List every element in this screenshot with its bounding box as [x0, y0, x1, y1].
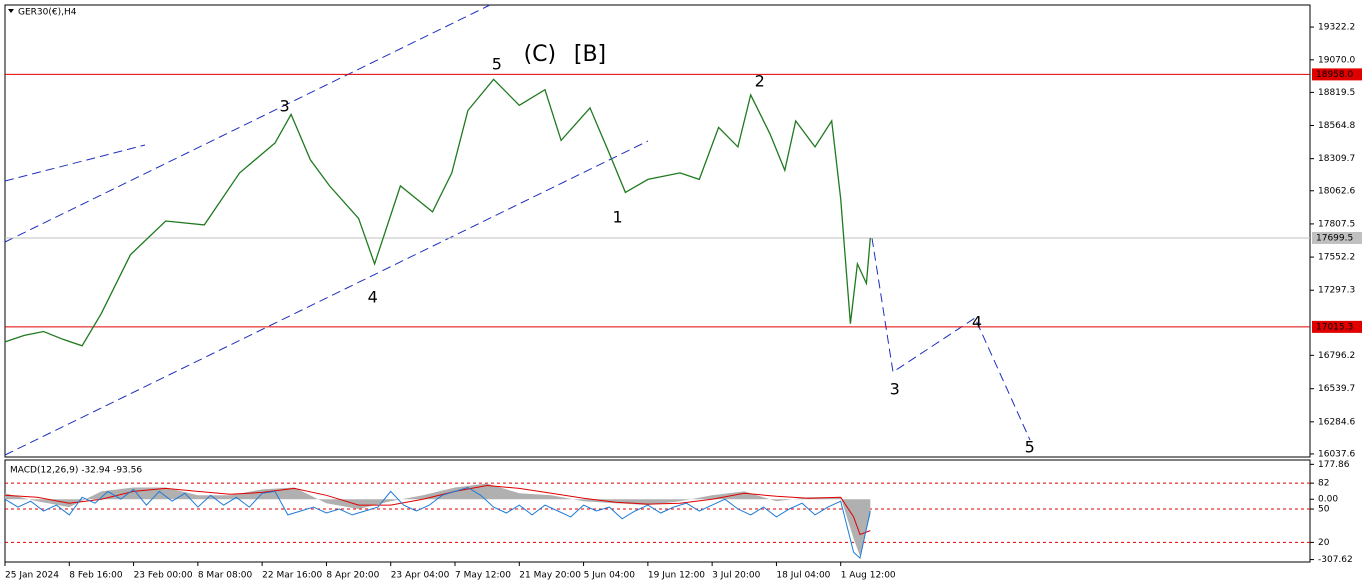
wave-label: 4 [972, 313, 982, 332]
x-tick-label: 23 Apr 04:00 [391, 571, 450, 581]
price-level-label: 18958.0 [1316, 70, 1353, 80]
x-tick-label: 19 Jun 12:00 [648, 571, 705, 581]
price-level-tag [1312, 320, 1362, 333]
x-tick-label: 8 Mar 08:00 [198, 571, 253, 581]
y-tick-label: 16037.6 [1318, 449, 1355, 459]
wave-label: 2 [755, 71, 765, 90]
wave-label: 4 [368, 288, 378, 307]
y2-tick-label: 82 [1318, 479, 1329, 489]
price-level-label: 17699.5 [1316, 233, 1353, 243]
y-tick-label: 18819.5 [1318, 88, 1355, 98]
macd-histogram [5, 483, 871, 557]
price-level-tag [1312, 231, 1362, 244]
y-tick-label: 16284.6 [1318, 417, 1355, 427]
y2-tick-label: -307.62 [1318, 555, 1353, 565]
price-level-tag [1312, 68, 1362, 81]
wave-label: 5 [492, 55, 502, 74]
x-tick-label: 8 Apr 20:00 [326, 571, 379, 581]
y2-tick-label: 0.00 [1318, 495, 1338, 505]
x-tick-label: 8 Feb 16:00 [69, 571, 123, 581]
wave-label: 1 [613, 208, 623, 227]
wave-label: 3 [280, 97, 290, 116]
wave-label: 3 [890, 379, 900, 398]
y-tick-label: 16539.7 [1318, 384, 1355, 394]
wave-label: 5 [1025, 438, 1035, 457]
macd-line [4, 486, 871, 560]
y-tick-label: 17807.5 [1318, 219, 1355, 229]
y-tick-label: 16796.2 [1318, 351, 1355, 361]
trend-lines [4, 4, 1031, 456]
indicator-panel [4, 459, 1311, 563]
x-tick-label: 21 May 20:00 [519, 571, 581, 581]
y-tick-label: 18564.8 [1318, 121, 1355, 131]
channel-line [4, 4, 491, 243]
y-tick-label: 18309.7 [1318, 154, 1355, 164]
channel-line [4, 144, 146, 182]
y2-tick-label: 20 [1318, 538, 1330, 548]
y-tick-label: 17297.3 [1318, 286, 1355, 296]
price-panel [4, 4, 1311, 458]
wave-label: [B] [574, 42, 606, 67]
y-tick-label: 17552.2 [1318, 253, 1355, 263]
chart-title: GER30(€),H4 [18, 8, 77, 18]
y-tick-label: 19322.2 [1318, 23, 1355, 33]
projection-path [871, 237, 1031, 441]
x-tick-label: 18 Jul 04:00 [776, 571, 830, 581]
wave-label: (C) [524, 42, 557, 67]
channel-line [4, 140, 649, 456]
menu-arrow [8, 9, 14, 13]
x-tick-label: 25 Jan 2024 [5, 571, 59, 581]
y-tick-label: 19070.0 [1318, 55, 1355, 65]
x-tick-label: 7 May 12:00 [455, 571, 511, 581]
x-tick-label: 5 Jun 04:00 [584, 571, 636, 581]
x-tick-label: 1 Aug 12:00 [841, 571, 896, 581]
x-tick-label: 23 Feb 00:00 [134, 571, 193, 581]
x-tick-label: 3 Jul 20:00 [712, 571, 761, 581]
indicator-title: MACD(12,26,9) -32.94 -93.56 [10, 466, 142, 476]
y2-tick-label: 177.86 [1318, 460, 1350, 470]
y-tick-label: 18062.6 [1318, 186, 1355, 196]
signal-line [4, 484, 871, 536]
y2-tick-label: 50 [1318, 505, 1330, 515]
x-tick-label: 22 Mar 16:00 [262, 571, 322, 581]
price-level-label: 17015.3 [1316, 322, 1353, 332]
price-line [4, 78, 871, 347]
